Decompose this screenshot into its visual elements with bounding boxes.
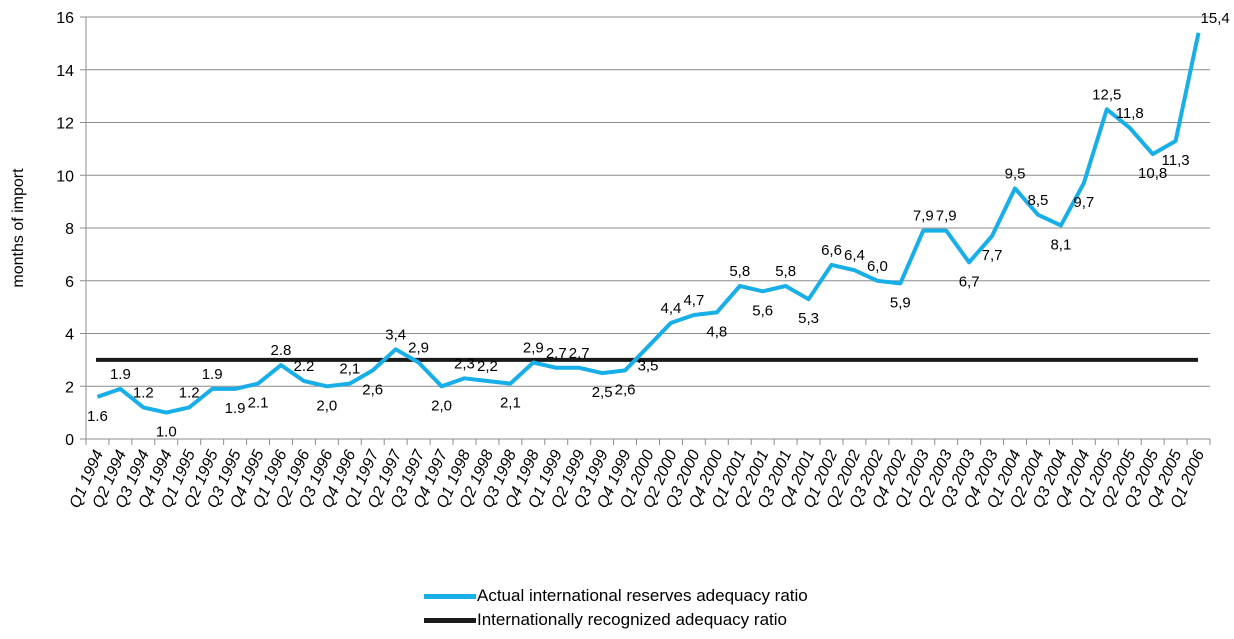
legend-swatch-recognized bbox=[424, 617, 476, 623]
data-label: 6,6 bbox=[821, 242, 842, 259]
data-label: 1.9 bbox=[225, 400, 246, 417]
data-label: 4,4 bbox=[661, 300, 682, 317]
y-tick-label: 16 bbox=[56, 10, 74, 27]
y-tick-label: 8 bbox=[65, 221, 74, 238]
y-tick-label: 6 bbox=[65, 274, 74, 291]
data-label: 2,7 bbox=[569, 345, 590, 362]
data-label: 5,3 bbox=[798, 310, 819, 327]
data-label: 2,7 bbox=[546, 345, 567, 362]
data-label: 12,5 bbox=[1092, 86, 1121, 103]
data-label: 2,2 bbox=[477, 358, 498, 375]
data-label: 4,7 bbox=[683, 292, 704, 309]
data-label: 2,1 bbox=[339, 361, 360, 378]
gridlines bbox=[86, 16, 1210, 387]
data-label: 7,9 bbox=[936, 208, 957, 225]
y-tick-label: 14 bbox=[56, 63, 74, 80]
series-line-actual bbox=[96, 32, 1201, 415]
data-label: 2,0 bbox=[316, 397, 337, 414]
data-label: 7,7 bbox=[982, 247, 1003, 264]
data-label: 3,4 bbox=[385, 326, 406, 343]
data-label: 9,7 bbox=[1073, 194, 1094, 211]
data-label: 2.8 bbox=[271, 342, 292, 359]
legend-item-actual: Actual international reserves adequacy r… bbox=[424, 584, 984, 608]
data-label: 1.9 bbox=[202, 366, 223, 383]
data-label: 6,7 bbox=[959, 273, 980, 290]
y-tick-label: 0 bbox=[65, 432, 74, 449]
series-lines bbox=[96, 32, 1201, 415]
data-label: 5,8 bbox=[729, 263, 750, 280]
data-label: 3,5 bbox=[638, 358, 659, 375]
legend-swatch-actual bbox=[424, 593, 476, 599]
data-label: 8,1 bbox=[1050, 236, 1071, 253]
data-label: 1.9 bbox=[110, 366, 131, 383]
data-label: 11,3 bbox=[1162, 152, 1190, 169]
data-label: 1.2 bbox=[133, 384, 154, 401]
data-label: 2,9 bbox=[408, 340, 429, 357]
data-label: 2,3 bbox=[454, 355, 475, 372]
data-label: 2,5 bbox=[592, 384, 613, 401]
data-label: 11,8 bbox=[1116, 105, 1144, 122]
data-label: 2.2 bbox=[293, 358, 314, 375]
data-label: 7,9 bbox=[913, 208, 934, 225]
data-label: 2,6 bbox=[362, 381, 383, 398]
legend-item-recognized: Internationally recognized adequacy rati… bbox=[424, 608, 984, 632]
y-tick-label: 4 bbox=[65, 327, 74, 344]
axes bbox=[80, 16, 1211, 445]
data-label: 2,1 bbox=[500, 395, 521, 412]
data-label: 6,4 bbox=[844, 247, 865, 264]
y-tick-label: 2 bbox=[65, 379, 74, 396]
data-label: 6,0 bbox=[867, 258, 888, 275]
legend: Actual international reserves adequacy r… bbox=[424, 584, 984, 632]
legend-label-recognized: Internationally recognized adequacy rati… bbox=[477, 610, 787, 629]
data-label: 2,0 bbox=[431, 397, 452, 414]
data-label: 2,6 bbox=[615, 381, 636, 398]
legend-label-actual: Actual international reserves adequacy r… bbox=[477, 586, 808, 605]
data-labels: 1.61.91.21.01.21.91.9 2.12.82.22,02,12,63… bbox=[87, 10, 1230, 441]
data-label: 10,8 bbox=[1138, 165, 1167, 182]
y-tick-label: 10 bbox=[56, 168, 74, 185]
data-label: 2,9 bbox=[523, 340, 544, 357]
data-label: 15,4 bbox=[1201, 10, 1230, 27]
data-label: 5,9 bbox=[890, 294, 911, 311]
data-label: 5,8 bbox=[775, 263, 796, 280]
data-label: 1.0 bbox=[156, 424, 177, 441]
data-label: 2.1 bbox=[248, 395, 269, 412]
y-axis-title: months of import bbox=[10, 168, 27, 288]
data-label: 4,8 bbox=[706, 323, 727, 340]
data-label: 1.2 bbox=[179, 384, 200, 401]
data-label: 1.6 bbox=[87, 408, 108, 425]
data-label: 9,5 bbox=[1005, 165, 1026, 182]
y-tick-labels: 0 2 4 6 8 10 12 14 16 bbox=[56, 10, 74, 449]
data-label: 5,6 bbox=[752, 302, 773, 319]
y-tick-label: 12 bbox=[56, 116, 74, 133]
data-label: 8,5 bbox=[1028, 192, 1049, 209]
